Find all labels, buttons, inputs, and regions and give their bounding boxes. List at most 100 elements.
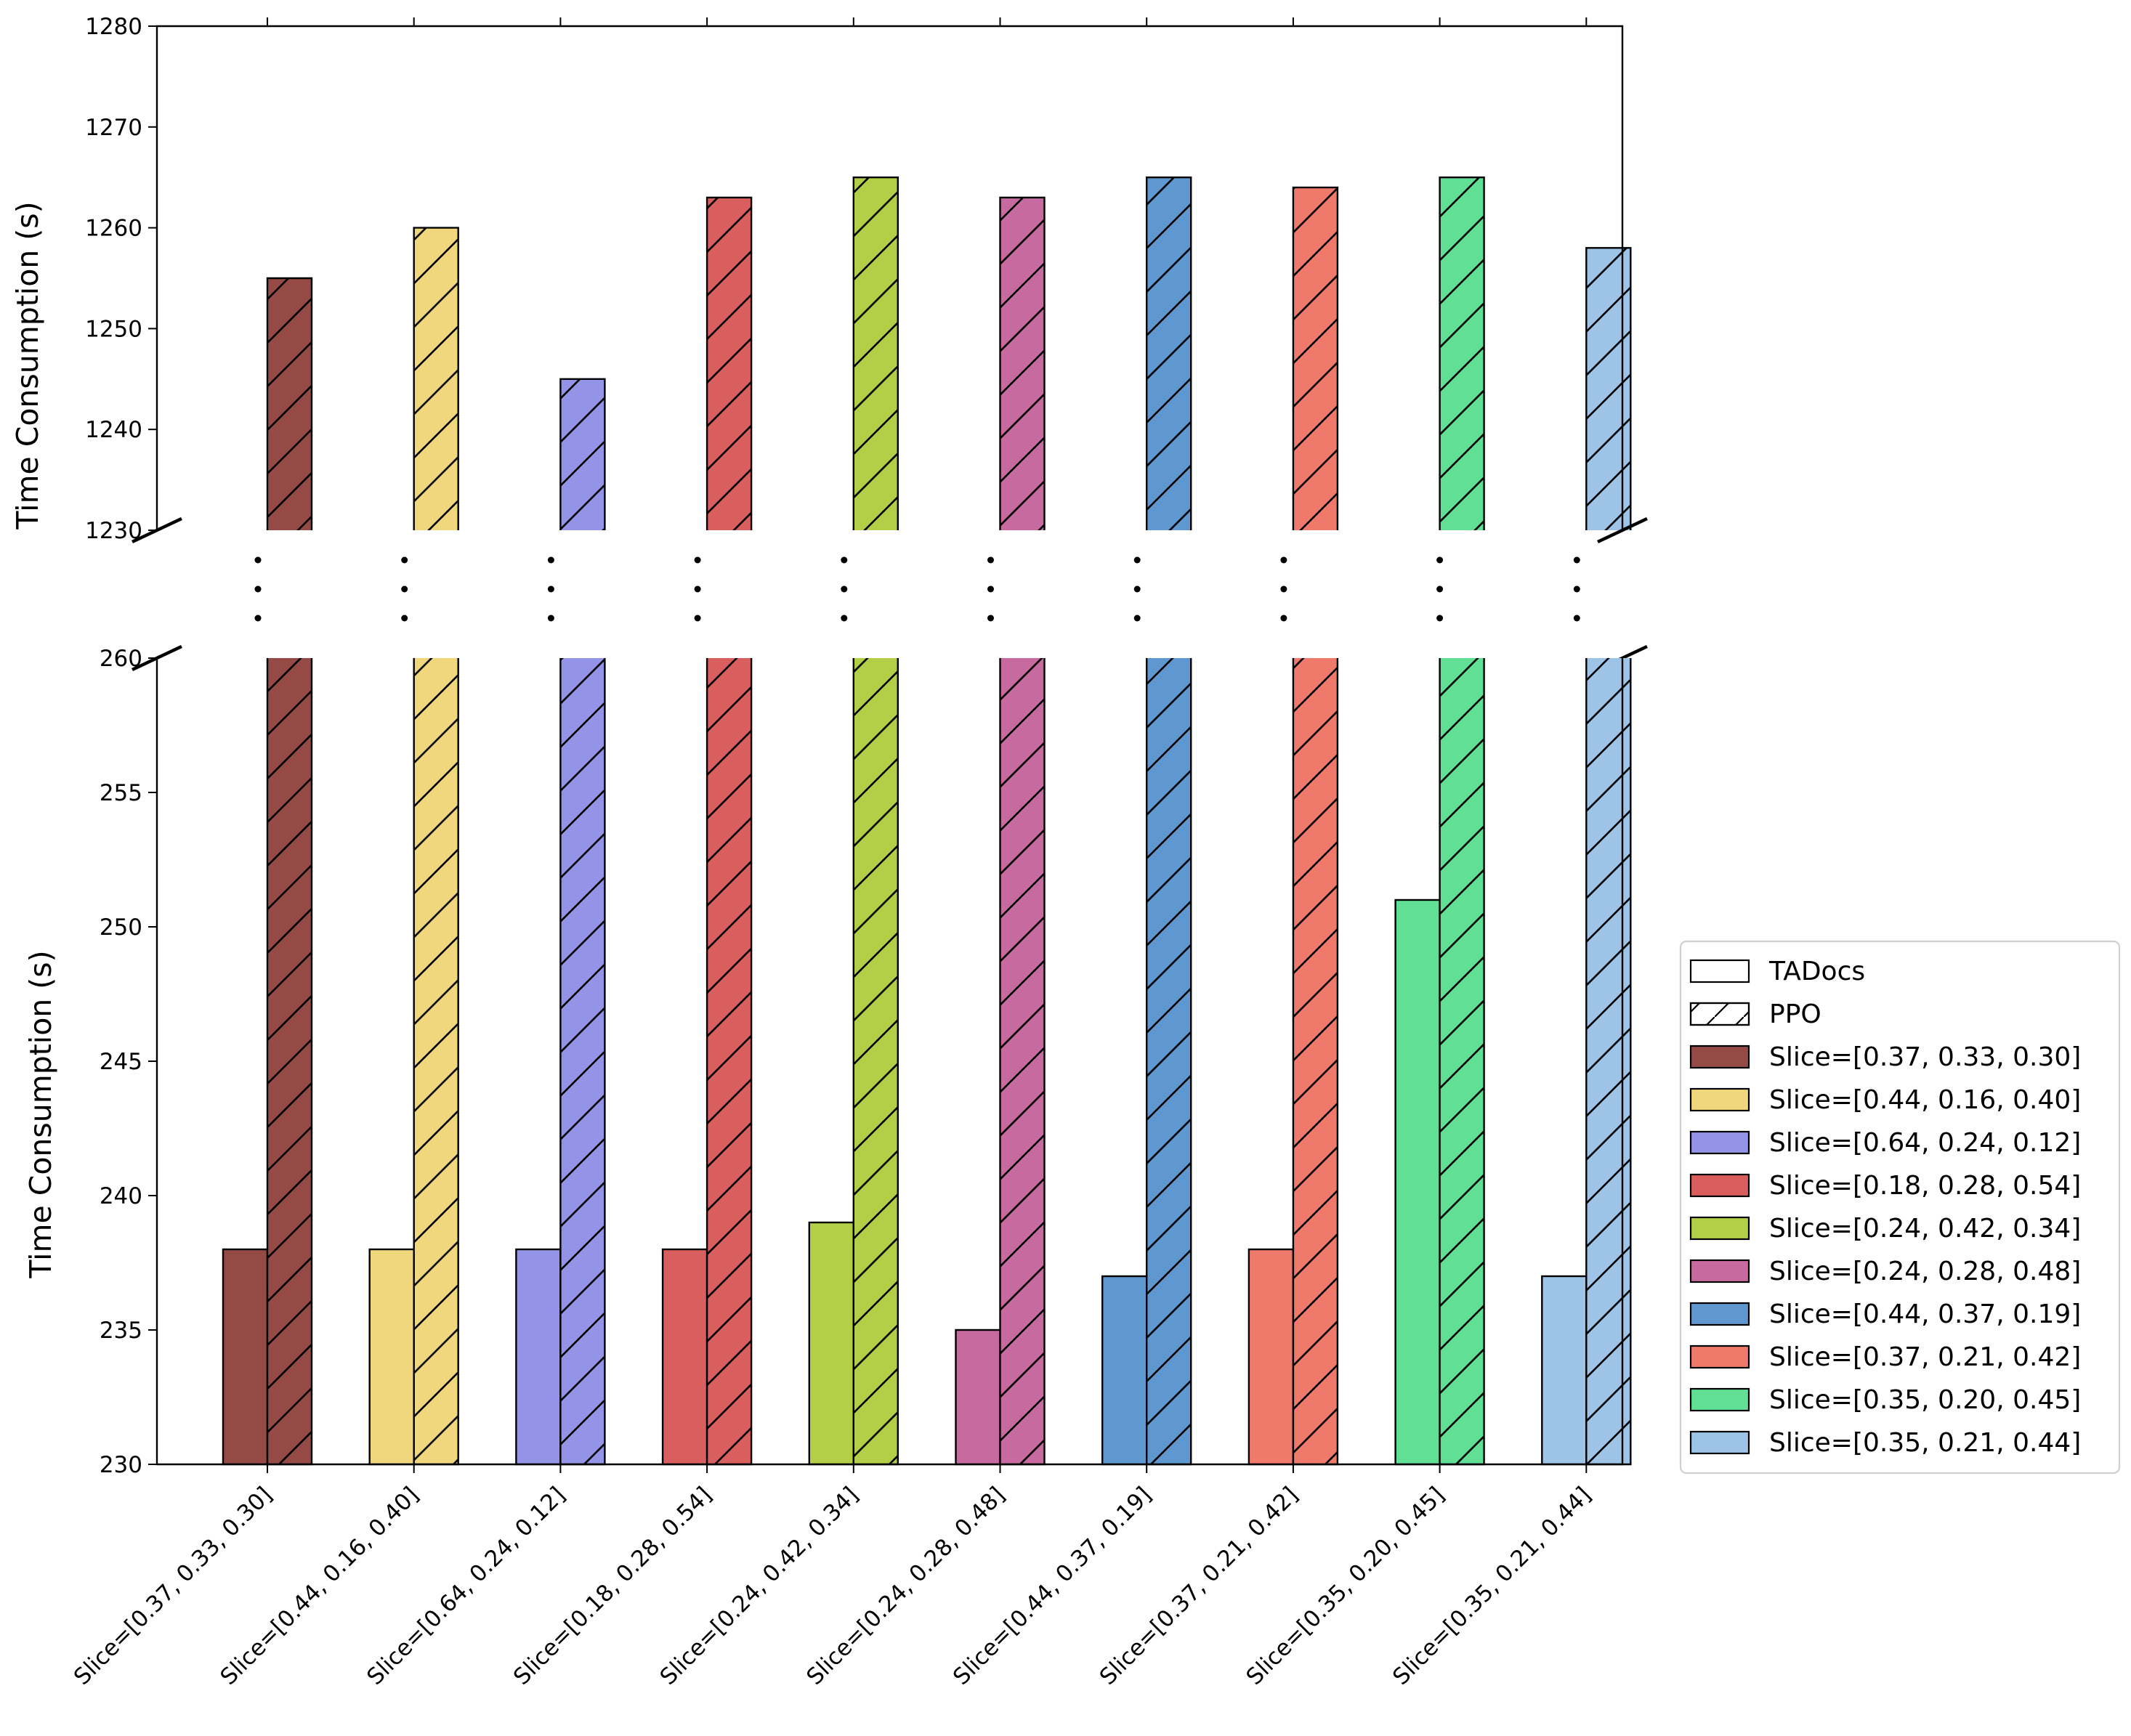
break-dot: [1133, 585, 1141, 593]
ppo-bar-lower-hatch: [267, 658, 312, 1464]
break-dot: [254, 615, 262, 622]
break-dot: [254, 556, 262, 564]
legend-swatch: [1689, 1173, 1750, 1198]
tadocs-bar: [1248, 1248, 1295, 1466]
break-dot: [1436, 556, 1444, 564]
y-axis-label-lower: Time Consumption (s): [23, 950, 58, 1278]
break-dot: [987, 585, 994, 593]
break-dot: [987, 556, 994, 564]
break-dot: [1280, 585, 1287, 593]
tadocs-bar: [222, 1248, 269, 1466]
legend-label: TADocs: [1768, 957, 1865, 986]
break-dot: [547, 615, 554, 622]
ppo-bar-lower-hatch: [413, 658, 458, 1464]
legend-label: Slice=[0.64, 0.24, 0.12]: [1769, 1128, 2081, 1158]
y-tick-label-lower: 245: [100, 1049, 142, 1075]
ppo-bar-upper-outline: [413, 227, 459, 530]
tadocs-bar: [1541, 1275, 1588, 1466]
y-tick-label-lower: 235: [100, 1318, 142, 1344]
legend-swatch: [1689, 1387, 1750, 1412]
ppo-bar-upper-outline: [559, 378, 606, 530]
legend-swatch: [1689, 1216, 1750, 1241]
tadocs-bar: [1394, 899, 1441, 1466]
ppo-bar-upper-outline: [1292, 186, 1339, 530]
break-dot: [1133, 615, 1141, 622]
break-dot: [547, 585, 554, 593]
legend-label: Slice=[0.35, 0.21, 0.44]: [1769, 1428, 2081, 1458]
y-tick-label-upper: 1230: [85, 518, 142, 544]
tadocs-bar: [955, 1329, 1001, 1466]
legend-swatch: [1689, 1045, 1750, 1069]
legend-swatch: [1689, 1344, 1750, 1369]
legend-label: Slice=[0.18, 0.28, 0.54]: [1769, 1171, 2081, 1201]
legend-label: PPO: [1769, 999, 1821, 1029]
ppo-bar-lower-hatch: [1293, 658, 1338, 1464]
tadocs-bar: [368, 1248, 415, 1466]
break-dot: [1280, 615, 1287, 622]
ppo-bar-lower-hatch: [853, 658, 898, 1464]
legend-label: Slice=[0.37, 0.21, 0.42]: [1769, 1342, 2081, 1372]
legend-swatch: [1689, 959, 1750, 983]
ppo-bar-lower-hatch: [1586, 658, 1631, 1464]
break-dot: [1573, 615, 1580, 622]
y-tick-label-upper: 1260: [85, 216, 142, 242]
ppo-bar-upper-outline: [852, 177, 899, 530]
ppo-bar-upper-hatch: [1293, 187, 1338, 530]
y-tick-label-upper: 1250: [85, 316, 142, 342]
break-dot: [841, 615, 848, 622]
break-dot: [694, 615, 701, 622]
y-tick-label-lower: 260: [100, 646, 142, 672]
break-dot: [401, 556, 408, 564]
legend-swatch: [1689, 1430, 1750, 1455]
tadocs-bar: [1101, 1275, 1148, 1466]
y-tick-label-lower: 250: [100, 914, 142, 941]
legend-swatch: [1689, 1259, 1750, 1283]
break-dot: [1573, 585, 1580, 593]
axis-break-dots: [254, 556, 1580, 622]
ppo-bar-upper-hatch: [853, 177, 898, 530]
ppo-bar-lower-hatch: [1000, 658, 1045, 1464]
legend-swatch: [1689, 1087, 1750, 1112]
y-tick-label-lower: 240: [100, 1183, 142, 1209]
legend-label: Slice=[0.24, 0.42, 0.34]: [1769, 1214, 2081, 1244]
ppo-bar-upper-hatch: [267, 278, 312, 530]
y-axis-label-upper: Time Consumption (s): [10, 201, 45, 530]
break-dot: [1280, 556, 1287, 564]
break-dot: [694, 556, 701, 564]
legend-label: Slice=[0.37, 0.33, 0.30]: [1769, 1042, 2081, 1072]
y-tick-label-lower: 255: [100, 780, 142, 806]
break-dot: [1436, 585, 1444, 593]
legend-label: Slice=[0.44, 0.37, 0.19]: [1769, 1299, 2081, 1329]
legend-swatch-hatch: [1689, 1002, 1750, 1026]
break-dot: [1133, 556, 1141, 564]
break-dot: [1436, 615, 1444, 622]
break-dot: [987, 615, 994, 622]
upper-axes-frame: [155, 25, 1624, 530]
ppo-bar-upper-hatch: [1586, 248, 1631, 530]
x-tick-labels: Slice=[0.37, 0.33, 0.30]Slice=[0.44, 0.1…: [69, 1482, 1596, 1690]
legend: TADocs PPO Slice=[0.37, 0.33, 0.30] Slice=[…: [1679, 940, 2121, 1475]
break-dot: [1573, 556, 1580, 564]
tadocs-bar: [661, 1248, 708, 1466]
ppo-bar-upper-outline: [266, 277, 313, 530]
y-tick-label-upper: 1280: [85, 14, 142, 40]
ppo-bar-upper-outline: [1146, 177, 1192, 530]
break-dot: [401, 615, 408, 622]
ppo-bar-upper-outline: [1439, 177, 1485, 530]
ppo-bar-upper-hatch: [1147, 177, 1192, 530]
ppo-bar-upper-outline: [1585, 247, 1632, 530]
break-dot: [841, 556, 848, 564]
ppo-bar-lower-hatch: [560, 658, 605, 1464]
legend-box: [1679, 940, 2121, 1475]
break-dot: [547, 556, 554, 564]
ppo-bar-upper-hatch: [560, 378, 605, 530]
legend-label: Slice=[0.24, 0.28, 0.48]: [1769, 1257, 2081, 1286]
lower-axis: 230 235 240 245 250 255 260: [100, 646, 1632, 1478]
ppo-bar-lower-hatch: [707, 658, 752, 1464]
axis-break-mark: [1597, 516, 1648, 544]
legend-swatch: [1689, 1130, 1750, 1155]
break-dot: [254, 585, 262, 593]
ppo-bar-upper-hatch: [707, 197, 752, 530]
ppo-bar-upper-hatch: [1439, 177, 1484, 530]
